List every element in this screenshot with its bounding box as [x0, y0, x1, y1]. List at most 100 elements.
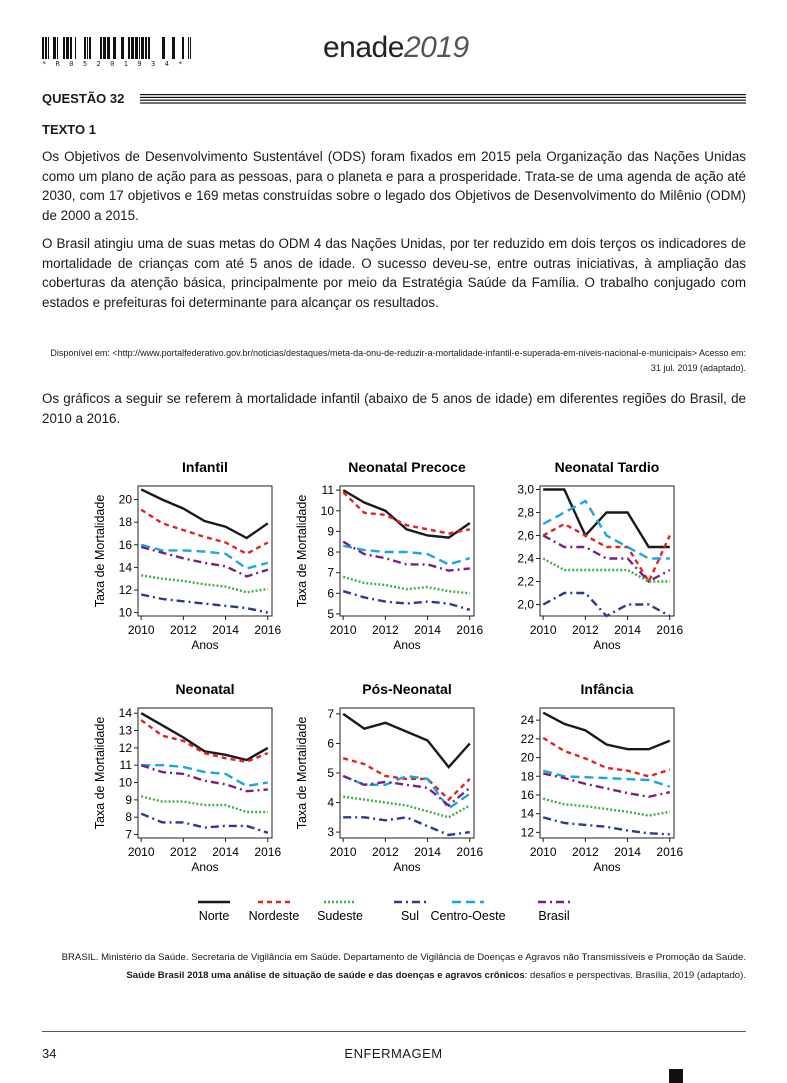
series-line-sudeste — [141, 574, 268, 594]
chart-5: Pós-Neonatal 3 4 5 6 7 2010 2012 2014 2016 Anos Tax… — [295, 681, 483, 874]
y-tick-label: 22 — [521, 732, 535, 746]
x-tick-label: 2010 — [330, 845, 357, 859]
legend-item: Nordeste — [249, 900, 300, 923]
y-tick-label: 4 — [327, 796, 334, 810]
x-tick-label: 2010 — [330, 623, 357, 637]
series-line-sudeste — [542, 797, 671, 817]
series-line-norte — [140, 712, 269, 762]
y-tick-label: 8 — [327, 545, 334, 559]
barcode — [42, 37, 191, 59]
legend-label: Nordeste — [249, 909, 300, 923]
series-line-sul — [140, 593, 269, 614]
legend-label: Centro-Oeste — [430, 909, 505, 923]
series-line-norte — [140, 488, 269, 540]
series-line-brasil — [140, 764, 268, 793]
y-tick-label: 16 — [119, 538, 133, 552]
x-tick-label: 2012 — [372, 845, 399, 859]
x-tick-label: 2014 — [614, 623, 641, 637]
series-line-sul — [343, 816, 470, 837]
y-tick-label: 20 — [521, 751, 535, 765]
chart-3: Neonatal Tardio 2,0 2,2 2,4 2,6 2,8 3,0 2010 201… — [517, 459, 683, 652]
plot-frame — [137, 485, 273, 617]
series-line-nordeste — [342, 757, 471, 802]
x-tick-label: 2014 — [614, 845, 641, 859]
x-tick-label: 2014 — [212, 623, 239, 637]
y-axis-label: Taxa de Mortalidade — [93, 495, 107, 608]
series-line-centro-oeste — [542, 499, 670, 560]
y-axis-label: Taxa de Mortalidade — [295, 717, 309, 830]
y-tick-label: 20 — [119, 493, 133, 507]
y-tick-label: 14 — [521, 807, 535, 821]
source-citation: Disponível em: <http://www.portalfederat… — [50, 348, 746, 373]
enade-logo: enade2019 — [323, 31, 469, 65]
reference-part1: BRASIL. Ministério da Saúde. Secretaria … — [61, 952, 746, 963]
series-line-brasil — [140, 545, 269, 578]
x-tick-label: 2012 — [572, 623, 599, 637]
y-tick-label: 12 — [119, 741, 133, 755]
x-axis-label: Anos — [593, 860, 620, 874]
x-tick-label: 2014 — [414, 623, 441, 637]
page-number: 34 — [42, 1046, 57, 1061]
paragraph-2: O Brasil atingiu uma de suas metas do OD… — [42, 236, 746, 310]
chart-4: Neonatal 7 8 9 10 11 12 13 14 2010 2012 2014 2016 Ano… — [93, 681, 281, 874]
series-line-sudeste — [343, 795, 471, 819]
intro-paragraph: Os gráficos a seguir se referem à mortal… — [42, 391, 746, 426]
y-axis-label: Taxa de Mortalidade — [93, 717, 107, 830]
y-tick-label: 10 — [321, 504, 335, 518]
series-line-sul — [542, 816, 670, 836]
y-tick-label: 7 — [327, 707, 334, 721]
chart-title: Infantil — [182, 459, 228, 475]
x-tick-label: 2010 — [128, 623, 155, 637]
x-tick-label: 2016 — [254, 623, 281, 637]
y-tick-label: 6 — [327, 586, 334, 600]
reference-citation: BRASIL. Ministério da Saúde. Secretaria … — [42, 949, 746, 985]
chart-title: Neonatal — [175, 681, 234, 697]
series-line-centro-oeste — [140, 543, 269, 570]
chart-legend: Norte Nordeste Sudeste Sul Centro-Oeste Brasi… — [198, 900, 570, 923]
x-axis-label: Anos — [393, 638, 420, 652]
series-line-nordeste — [542, 522, 671, 585]
logo-year: 2019 — [403, 31, 469, 64]
y-tick-label: 2,0 — [517, 597, 534, 611]
footer-rule — [42, 1031, 746, 1032]
y-tick-label: 2,2 — [517, 574, 534, 588]
legend-item: Norte — [198, 900, 230, 923]
y-tick-label: 7 — [125, 828, 132, 842]
y-tick-label: 2,6 — [517, 528, 534, 542]
legend-item: Brasil — [538, 900, 570, 923]
x-tick-label: 2012 — [372, 623, 399, 637]
y-tick-label: 3,0 — [517, 482, 534, 496]
series-line-brasil — [542, 534, 671, 584]
series-line-nordeste — [342, 491, 471, 535]
legend-item: Sul — [394, 900, 426, 923]
y-tick-label: 5 — [327, 766, 334, 780]
series-line-centro-oeste — [542, 769, 671, 788]
question-title: QUESTÃO 32 — [42, 91, 125, 106]
plot-frame — [137, 707, 273, 839]
x-tick-label: 2016 — [254, 845, 281, 859]
plot-frame — [339, 485, 475, 617]
y-tick-label: 12 — [119, 583, 133, 597]
series-line-sul — [140, 812, 269, 834]
chart-title: Neonatal Precoce — [348, 459, 466, 475]
reference-title: Saúde Brasil 2018 uma análise de situaçã… — [126, 970, 525, 981]
series-line-brasil — [542, 772, 671, 799]
y-tick-label: 11 — [120, 758, 133, 772]
y-tick-label: 6 — [327, 736, 334, 750]
x-tick-label: 2012 — [170, 845, 197, 859]
y-tick-label: 2,8 — [517, 505, 534, 519]
x-tick-label: 2016 — [656, 845, 683, 859]
series-line-norte — [543, 488, 670, 549]
plot-frame — [339, 707, 475, 839]
y-tick-label: 18 — [521, 769, 535, 783]
series-line-sudeste — [140, 795, 268, 814]
y-tick-label: 16 — [521, 788, 535, 802]
x-axis-label: Anos — [393, 860, 420, 874]
x-tick-label: 2016 — [456, 845, 483, 859]
question-rule — [140, 94, 746, 104]
series-line-sudeste — [542, 557, 670, 583]
series-line-centro-oeste — [342, 774, 471, 811]
y-tick-label: 8 — [125, 810, 132, 824]
text-label: TEXTO 1 — [42, 122, 96, 137]
